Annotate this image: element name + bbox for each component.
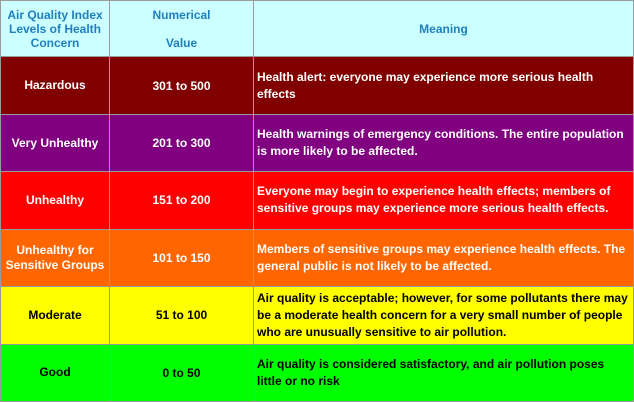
table-row-unhealthy-for-sensitive-groups: Unhealthy for Sensitive Groups 101 to 15… [1,229,633,287]
level-cell: Very Unhealthy [1,114,109,172]
meaning-cell: Air quality is acceptable; however, for … [254,287,633,344]
header-level-line-3: Concern [30,35,80,50]
header-value: Numerical Value [110,1,253,57]
meaning-cell: Air quality is considered satisfactory, … [254,344,633,401]
meaning-cell: Members of sensitive groups may experien… [254,229,633,287]
table-header-row: Air Quality Index Levels of Health Conce… [1,1,633,57]
level-label: Unhealthy [25,192,84,207]
value-cell: 0 to 50 [110,344,253,401]
header-level-line-2: Levels of Health [8,21,102,36]
table-row-hazardous: Hazardous 301 to 500 Health alert: every… [1,57,633,114]
level-label: Hazardous [24,78,86,93]
level-cell: Unhealthy [1,172,109,229]
level-label-line-2: Sensitive Groups [5,257,105,272]
level-label: Good [39,365,71,380]
level-cell: Hazardous [1,57,109,114]
header-value-line-1: Numerical [152,7,211,22]
level-cell: Moderate [1,287,109,344]
header-level: Air Quality Index Levels of Health Conce… [1,1,109,57]
value-cell: 151 to 200 [110,172,253,229]
header-value-line-2: Value [165,35,198,50]
level-cell: Unhealthy for Sensitive Groups [1,229,109,287]
table-row-very-unhealthy: Very Unhealthy 201 to 300 Health warning… [1,114,633,172]
meaning-cell: Health alert: everyone may experience mo… [254,57,633,114]
header-meaning: Meaning [254,1,633,57]
value-cell: 101 to 150 [110,229,253,287]
value-cell: 201 to 300 [110,114,253,172]
table-row-good: Good 0 to 50 Air quality is considered s… [1,344,633,401]
value-cell: 51 to 100 [110,287,253,344]
value-cell: 301 to 500 [110,57,253,114]
table-row-moderate: Moderate 51 to 100 Air quality is accept… [1,287,633,344]
meaning-cell: Health warnings of emergency conditions.… [254,114,633,172]
level-label: Very Unhealthy [11,135,99,150]
table-row-unhealthy: Unhealthy 151 to 200 Everyone may begin … [1,172,633,229]
header-level-line-1: Air Quality Index [7,7,103,22]
level-label: Moderate [28,307,82,322]
level-label-line-1: Unhealthy for [16,242,94,257]
meaning-cell: Everyone may begin to experience health … [254,172,633,229]
level-cell: Good [1,344,109,401]
